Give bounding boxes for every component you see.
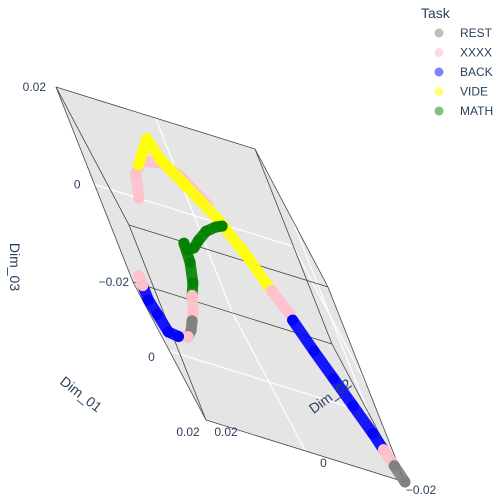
data-point (184, 256, 196, 268)
gridline-x-right (290, 217, 370, 414)
data-point (143, 294, 154, 306)
data-point (186, 289, 198, 301)
x-tick-label: 0.02 (176, 425, 200, 439)
gridlines (94, 117, 370, 452)
data-point (187, 277, 199, 289)
z-tick-label: −0.02 (99, 275, 130, 289)
tick-labels: −0.02 0 0.02 0 0.02 −0.02 0 0.02 (23, 80, 437, 497)
legend[interactable]: Task REST XXXX BACK VIDE MATH (421, 5, 493, 118)
box-edge (55, 86, 130, 226)
data-point (133, 159, 145, 171)
legend-label: MATH (460, 104, 493, 118)
box-edge (254, 148, 333, 345)
y-tick-label: −0.02 (406, 483, 437, 497)
data-point (162, 326, 174, 338)
data-point (130, 168, 142, 180)
trace-math (178, 237, 199, 301)
legend-label: REST (460, 26, 493, 40)
data-point (308, 345, 320, 357)
data-point (265, 285, 277, 297)
data-point (178, 237, 190, 249)
data-point (200, 225, 212, 237)
data-point (137, 280, 149, 292)
legend-marker (434, 87, 444, 96)
data-point (186, 315, 198, 327)
legend-marker (434, 48, 444, 57)
legend-label: BACK (460, 65, 493, 79)
data-point (187, 305, 199, 317)
x-axis-title: Dim_01 (57, 373, 105, 415)
data-point (210, 221, 222, 233)
z-axis-title: Dim_03 (7, 243, 23, 291)
data-point (152, 308, 163, 320)
box-edge (205, 419, 406, 483)
legend-label: XXXX (460, 46, 492, 60)
y-tick-label: 0 (320, 456, 327, 470)
data-point (173, 331, 184, 342)
data-point (141, 133, 153, 145)
gridline-x-floor (169, 350, 369, 414)
y-tick-label: 0.02 (214, 425, 238, 439)
box-edge (128, 224, 329, 288)
box-edge (254, 148, 329, 288)
z-tick-label: 0 (74, 178, 81, 192)
legend-label: VIDE (460, 85, 488, 99)
data-point (133, 192, 145, 204)
box-edge (55, 86, 256, 150)
data-point (155, 154, 167, 166)
legend-marker (434, 28, 444, 38)
data-point (242, 252, 254, 264)
box-edge (55, 86, 134, 283)
x-tick-label: 0 (148, 350, 155, 364)
data-point (287, 314, 299, 326)
legend-marker (434, 106, 444, 116)
data-point (179, 179, 191, 191)
data-point (328, 373, 340, 384)
data-point (388, 460, 400, 472)
data-point (133, 270, 145, 282)
data-point (137, 146, 149, 158)
legend-title: Task (421, 5, 451, 21)
data-point (378, 444, 389, 456)
legend-marker (434, 67, 444, 77)
data-point (347, 400, 359, 412)
gridline-y-left (154, 117, 234, 314)
data-point (399, 476, 411, 488)
data-point (367, 428, 379, 439)
box-edge (327, 286, 406, 483)
z-tick-label: 0.02 (23, 80, 47, 94)
data-traces (130, 133, 411, 488)
